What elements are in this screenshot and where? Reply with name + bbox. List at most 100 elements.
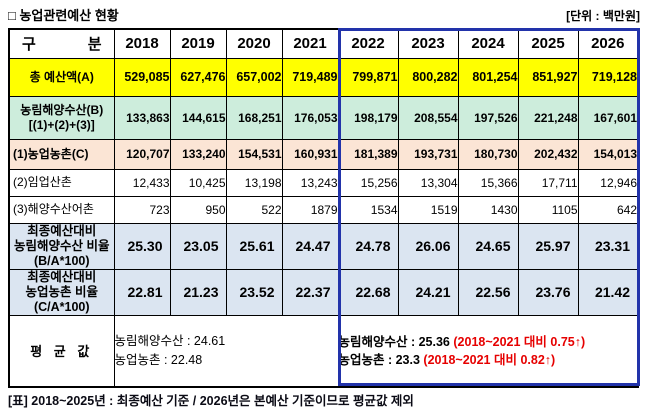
table-cell: 202,432 xyxy=(517,138,579,170)
header-year: 2022 xyxy=(337,28,399,59)
header-year: 2024 xyxy=(457,28,519,59)
table-cell: 154,013 xyxy=(577,138,639,170)
table-cell: 642 xyxy=(577,195,639,224)
table-cell: 167,601 xyxy=(577,95,639,140)
table-cell: 221,248 xyxy=(517,95,579,140)
table-cell: 719,489 xyxy=(281,57,339,97)
table-cell: 181,389 xyxy=(337,138,399,170)
row-label: 최종예산대비 농업농촌 비율 (C/A*100) xyxy=(8,268,115,316)
table-cell: 13,304 xyxy=(397,168,459,197)
table-cell: 197,526 xyxy=(457,95,519,140)
table-cell: 522 xyxy=(225,195,283,224)
header-year: 2020 xyxy=(225,28,283,59)
table-cell: 154,531 xyxy=(225,138,283,170)
table-cell: 719,128 xyxy=(577,57,639,97)
table-cell: 1879 xyxy=(281,195,339,224)
average-delta-note: (2018~2021 대비 0.82↑) xyxy=(423,352,556,367)
row-label: (1)농업농촌(C) xyxy=(8,138,115,170)
table-cell: 13,198 xyxy=(225,168,283,197)
header-gu: 구 xyxy=(22,36,36,54)
topbar: □ 농업관련예산 현황 [단위 : 백만원] xyxy=(8,5,640,24)
table-cell: 15,256 xyxy=(337,168,399,197)
unit-label: [단위 : 백만원] xyxy=(566,9,640,23)
row-label: 최종예산대비 농림해양수산 비율 (B/A*100) xyxy=(8,222,115,270)
table-row-agri-rural: (1)농업농촌(C) 120,707 133,240 154,531 160,9… xyxy=(8,138,639,170)
table-cell: 799,871 xyxy=(337,57,399,97)
table-cell: 25.61 xyxy=(225,222,283,270)
table-cell: 160,931 xyxy=(281,138,339,170)
table-cell: 144,615 xyxy=(169,95,227,140)
row-label: 총 예산액(A) xyxy=(8,57,115,97)
table-cell: 22.37 xyxy=(281,268,339,316)
header-year: 2026 xyxy=(577,28,639,59)
average-2018-2021-cell: 농림해양수산 : 24.61 농업농촌 : 22.48 xyxy=(113,314,339,388)
table-cell: 25.30 xyxy=(113,222,171,270)
table-row-fisheries: (3)해양수산어촌 723 950 522 1879 1534 1519 143… xyxy=(8,195,639,224)
table-cell: 26.06 xyxy=(397,222,459,270)
table-cell: 24.21 xyxy=(397,268,459,316)
header-year: 2025 xyxy=(517,28,579,59)
table-cell: 12,433 xyxy=(113,168,171,197)
average-value: 농업농촌 : 23.3 xyxy=(338,352,420,367)
table-cell: 120,707 xyxy=(113,138,171,170)
row-label: (3)해양수산어촌 xyxy=(8,195,115,224)
table-cell: 180,730 xyxy=(457,138,519,170)
header-bun: 분 xyxy=(87,36,102,54)
average-line: 농업농촌 : 22.48 xyxy=(114,352,203,367)
table-cell: 21.42 xyxy=(577,268,639,316)
table-cell: 24.47 xyxy=(281,222,339,270)
table-cell: 12,946 xyxy=(577,168,639,197)
header-year: 2018 xyxy=(113,28,171,59)
table-cell: 24.65 xyxy=(457,222,519,270)
table-row-ratio-c-over-a: 최종예산대비 농업농촌 비율 (C/A*100) 22.81 21.23 23.… xyxy=(8,268,639,316)
table-cell: 193,731 xyxy=(397,138,459,170)
average-2022-2026-cell: 농림해양수산 : 25.36 (2018~2021 대비 0.75↑) 농업농촌… xyxy=(337,314,639,388)
table-cell: 168,251 xyxy=(225,95,283,140)
table-cell: 176,053 xyxy=(281,95,339,140)
budget-table: 구 분 2018 2019 2020 2021 2022 2023 2024 2… xyxy=(8,28,639,388)
header-gubun-text: 구 분 xyxy=(10,33,113,54)
header-year: 2019 xyxy=(169,28,227,59)
table-cell: 657,002 xyxy=(225,57,283,97)
table-cell: 801,254 xyxy=(457,57,519,97)
table-row-forestry: (2)임업산촌 12,433 10,425 13,198 13,243 15,2… xyxy=(8,168,639,197)
table-row-total-budget: 총 예산액(A) 529,085 627,476 657,002 719,489… xyxy=(8,57,639,97)
table-cell: 23.05 xyxy=(169,222,227,270)
table-row-ratio-b-over-a: 최종예산대비 농림해양수산 비율 (B/A*100) 25.30 23.05 2… xyxy=(8,222,639,270)
average-line: 농림해양수산 : 25.36 (2018~2021 대비 0.75↑) xyxy=(338,333,637,351)
table-cell: 24.78 xyxy=(337,222,399,270)
table-cell: 1534 xyxy=(337,195,399,224)
table-cell: 17,711 xyxy=(517,168,579,197)
table-cell: 133,863 xyxy=(113,95,171,140)
table-cell: 13,243 xyxy=(281,168,339,197)
average-line: 농업농촌 : 23.3 (2018~2021 대비 0.82↑) xyxy=(338,351,637,369)
table-cell: 22.68 xyxy=(337,268,399,316)
average-value: 농림해양수산 : 25.36 xyxy=(338,334,450,349)
table-cell: 208,554 xyxy=(397,95,459,140)
average-row-label: 평 균 값 xyxy=(8,314,115,388)
table-cell: 22.81 xyxy=(113,268,171,316)
table-cell: 529,085 xyxy=(113,57,171,97)
table-cell: 723 xyxy=(113,195,171,224)
page-title: □ 농업관련예산 현황 xyxy=(8,8,119,23)
table-cell: 22.56 xyxy=(457,268,519,316)
row-label: (2)임업산촌 xyxy=(8,168,115,197)
table-cell: 133,240 xyxy=(169,138,227,170)
header-row: 구 분 2018 2019 2020 2021 2022 2023 2024 2… xyxy=(8,28,639,59)
average-delta-note: (2018~2021 대비 0.75↑) xyxy=(453,334,586,349)
table-cell: 10,425 xyxy=(169,168,227,197)
table-cell: 23.52 xyxy=(225,268,283,316)
average-line: 농림해양수산 : 24.61 xyxy=(114,334,226,348)
table-cell: 23.76 xyxy=(517,268,579,316)
table-cell: 800,282 xyxy=(397,57,459,97)
table-cell: 851,927 xyxy=(517,57,579,97)
table-row-average: 평 균 값 농림해양수산 : 24.61 농업농촌 : 22.48 농림해양수산… xyxy=(8,314,639,388)
table-cell: 25.97 xyxy=(517,222,579,270)
table-cell: 23.31 xyxy=(577,222,639,270)
footnote: [표] 2018~2025년 : 최종예산 기준 / 2026년은 본예산 기준… xyxy=(8,394,414,408)
table-row-agri-marine-total: 농림해양수산(B) [(1)+(2)+(3)] 133,863 144,615 … xyxy=(8,95,639,140)
table-cell: 1105 xyxy=(517,195,579,224)
row-label: 농림해양수산(B) [(1)+(2)+(3)] xyxy=(8,95,115,140)
table-cell: 198,179 xyxy=(337,95,399,140)
header-year: 2021 xyxy=(281,28,339,59)
